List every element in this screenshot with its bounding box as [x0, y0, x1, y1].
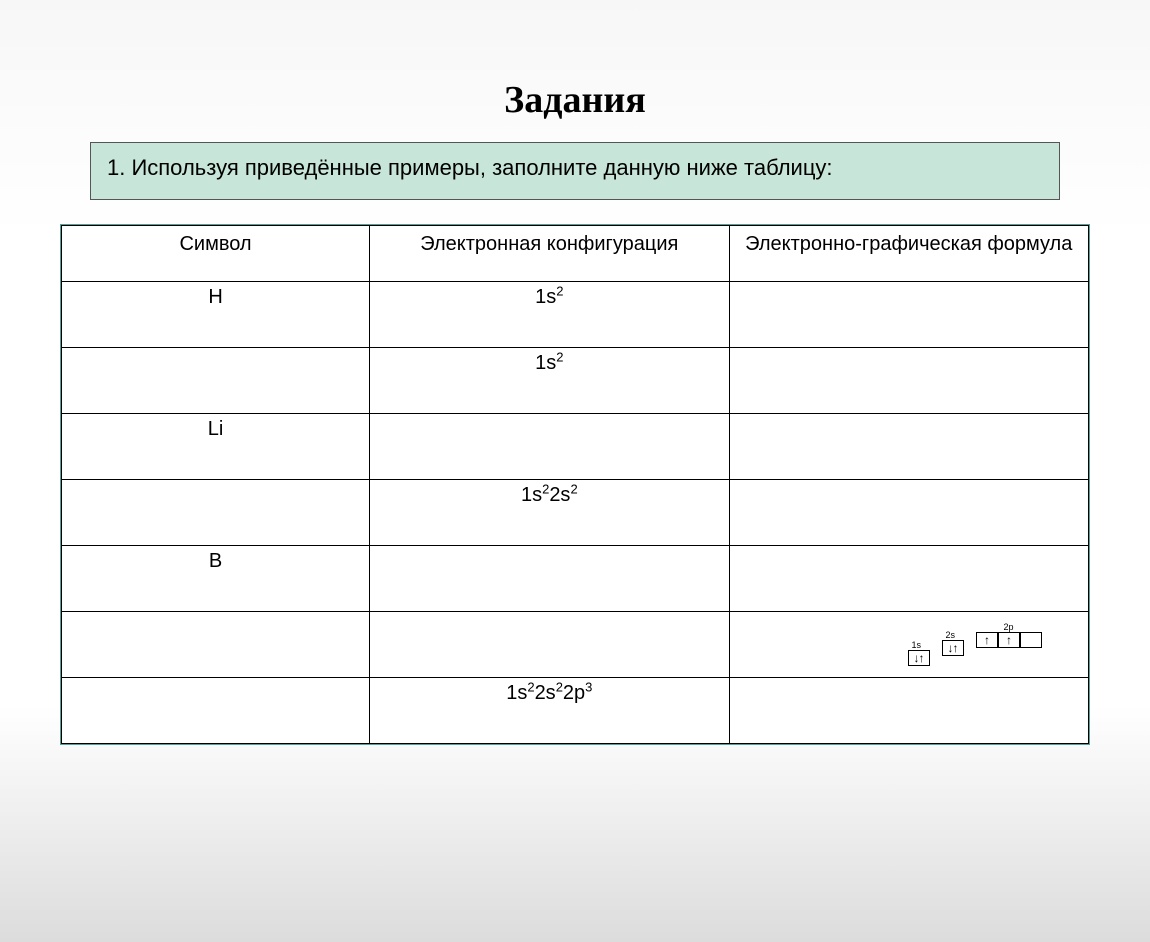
- orbital-box: ↓↑: [908, 650, 930, 666]
- electron-arrows: [1021, 633, 1041, 634]
- task-table-container: Символ Электронная конфигурация Электрон…: [60, 224, 1090, 745]
- header-diagram: Электронно-графическая формула: [729, 225, 1088, 281]
- cell-config: [370, 545, 729, 611]
- cell-config: [370, 413, 729, 479]
- cell-config: 1s22s22p3: [370, 677, 729, 743]
- cell-diagram: [729, 413, 1088, 479]
- orbital-box: ↑: [976, 632, 998, 648]
- cell-symbol: H: [62, 281, 370, 347]
- orbital-box: [1020, 632, 1042, 648]
- cell-diagram: [729, 479, 1088, 545]
- cell-diagram: ↓↑ ↓↑ ↑↑ 1s 2s 2p: [729, 611, 1088, 677]
- electron-arrows: ↓↑: [943, 641, 963, 654]
- cell-symbol: [62, 611, 370, 677]
- table-body: H1s21s2Li1s22s2B ↓↑ ↓↑ ↑↑ 1s 2s 2p 1s22s22p3: [62, 281, 1089, 743]
- cell-symbol: B: [62, 545, 370, 611]
- cell-symbol: Li: [62, 413, 370, 479]
- cell-symbol: [62, 479, 370, 545]
- cell-diagram: [729, 545, 1088, 611]
- table-row: H1s2: [62, 281, 1089, 347]
- table-row: 1s22s22p3: [62, 677, 1089, 743]
- orbital-label: 2p: [1004, 622, 1014, 632]
- electron-arrows: ↓↑: [909, 651, 929, 664]
- cell-symbol: [62, 347, 370, 413]
- header-config: Электронная конфигурация: [370, 225, 729, 281]
- header-symbol: Символ: [62, 225, 370, 281]
- table-row: ↓↑ ↓↑ ↑↑ 1s 2s 2p: [62, 611, 1089, 677]
- instruction-text: 1. Используя приведённые примеры, заполн…: [107, 155, 833, 180]
- cell-config: [370, 611, 729, 677]
- cell-config: 1s22s2: [370, 479, 729, 545]
- cell-config: 1s2: [370, 347, 729, 413]
- orbital-diagram: ↓↑↓↑↑↑1s2s2p: [730, 626, 1088, 670]
- electron-arrows: ↑: [999, 633, 1019, 646]
- orbital-label: 2s: [946, 630, 956, 640]
- table-row: 1s2: [62, 347, 1089, 413]
- orbital-box: ↓↑: [942, 640, 964, 656]
- page-title: Задания: [0, 78, 1150, 122]
- table-row: B: [62, 545, 1089, 611]
- cell-diagram: [729, 677, 1088, 743]
- electron-arrows: ↑: [977, 633, 997, 646]
- cell-symbol: [62, 677, 370, 743]
- cell-diagram: [729, 281, 1088, 347]
- cell-config: 1s2: [370, 281, 729, 347]
- orbital-label: 1s: [912, 640, 922, 650]
- instruction-box: 1. Используя приведённые примеры, заполн…: [90, 142, 1060, 200]
- table-row: Li: [62, 413, 1089, 479]
- table-row: 1s22s2: [62, 479, 1089, 545]
- task-table: Символ Электронная конфигурация Электрон…: [61, 225, 1089, 744]
- orbital-box: ↑: [998, 632, 1020, 648]
- table-header-row: Символ Электронная конфигурация Электрон…: [62, 225, 1089, 281]
- cell-diagram: [729, 347, 1088, 413]
